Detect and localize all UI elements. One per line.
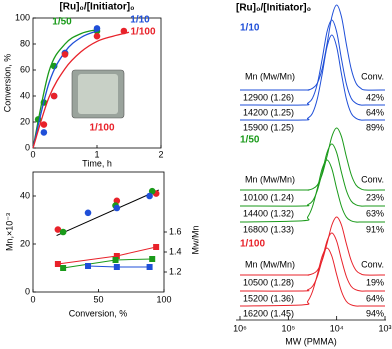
inset-label: 1/100 bbox=[89, 123, 114, 134]
point bbox=[59, 228, 67, 236]
y-tick-label: 20 bbox=[20, 238, 30, 248]
point bbox=[93, 25, 101, 32]
y-tick-label: 80 bbox=[20, 38, 30, 48]
table-cell: 15200 (1.36) bbox=[243, 293, 294, 303]
y-tick-label: 100 bbox=[15, 12, 30, 22]
series-label: 1/100 bbox=[130, 27, 155, 38]
table-cell: 64% bbox=[366, 107, 384, 117]
table-cell: 94% bbox=[366, 308, 384, 318]
gpc-trace bbox=[239, 143, 385, 207]
inset-photo bbox=[78, 74, 118, 114]
point bbox=[54, 226, 62, 233]
panel-label: 1/10 bbox=[240, 23, 260, 34]
x-tick-label: 2 bbox=[158, 149, 163, 159]
square-marker bbox=[113, 264, 120, 270]
gpc-trace bbox=[240, 4, 386, 91]
table-cell: 89% bbox=[366, 122, 384, 132]
y2-tick-label: 1.6 bbox=[169, 226, 182, 236]
square-marker bbox=[112, 257, 119, 263]
table-cell: 42% bbox=[366, 92, 384, 102]
y2-axis-label: Mw/Mn bbox=[190, 226, 200, 255]
point bbox=[113, 204, 121, 212]
point bbox=[93, 32, 101, 40]
point bbox=[84, 209, 92, 217]
column-header: Mn (Mw/Mn) bbox=[245, 174, 295, 184]
gpc-trace bbox=[239, 19, 385, 106]
y-axis-label: Conversion, % bbox=[2, 54, 12, 113]
column-header: Conv. bbox=[361, 259, 384, 269]
table-cell: 16200 (1.45) bbox=[243, 308, 294, 318]
x-tick-label: 50 bbox=[93, 294, 103, 304]
gpc-trace bbox=[239, 159, 385, 223]
gpc-trace bbox=[239, 216, 386, 276]
y2-tick-label: 1.2 bbox=[169, 266, 182, 276]
x-axis-label: Time, h bbox=[82, 158, 112, 168]
point bbox=[120, 27, 128, 35]
column-header: Conv. bbox=[361, 174, 384, 184]
table-cell: 64% bbox=[366, 293, 384, 303]
table-cell: 91% bbox=[366, 224, 384, 234]
y-tick-label: 20 bbox=[20, 116, 30, 126]
table-cell: 14200 (1.25) bbox=[243, 107, 294, 117]
series-label: 1/10 bbox=[130, 15, 150, 26]
point bbox=[50, 92, 58, 100]
column-header: Mn (Mw/Mn) bbox=[245, 71, 295, 81]
y-tick-label: 0 bbox=[25, 286, 30, 296]
x-tick-label: 0 bbox=[30, 294, 35, 304]
table-cell: 63% bbox=[366, 208, 384, 218]
x-tick-label: 100 bbox=[156, 294, 171, 304]
x-tick-label: 10⁵ bbox=[281, 323, 295, 333]
column-header: Conv. bbox=[361, 71, 384, 81]
x-tick-label: 10⁶ bbox=[233, 323, 247, 333]
panel-label: 1/50 bbox=[240, 135, 260, 146]
point bbox=[61, 51, 69, 58]
gpc-trace bbox=[239, 232, 385, 292]
gpc-trace bbox=[239, 34, 385, 121]
table-cell: 10500 (1.28) bbox=[243, 277, 294, 287]
point bbox=[146, 192, 153, 200]
y-tick-label: 60 bbox=[20, 64, 30, 74]
plot-frame bbox=[32, 171, 165, 293]
x-tick-label: 10⁴ bbox=[330, 323, 344, 333]
table-cell: 10100 (1.24) bbox=[243, 192, 294, 202]
fit-curve bbox=[32, 29, 98, 149]
x-tick-label: 10³ bbox=[378, 323, 391, 333]
table-cell: 23% bbox=[366, 192, 384, 202]
y-tick-label: 40 bbox=[20, 90, 30, 100]
x-tick-label: 0 bbox=[30, 149, 35, 159]
y2-tick-label: 1.4 bbox=[169, 246, 182, 256]
x-tick-label: 1 bbox=[94, 149, 99, 159]
x-axis-label: MW (PMMA) bbox=[285, 336, 337, 346]
y-tick-label: 40 bbox=[20, 190, 30, 200]
square-marker bbox=[146, 264, 153, 270]
fit-curve bbox=[32, 31, 130, 149]
gpc-trace bbox=[239, 127, 386, 191]
series-label: 1/50 bbox=[52, 17, 72, 28]
square-marker bbox=[85, 263, 92, 269]
square-marker bbox=[54, 261, 61, 267]
table-cell: 16800 (1.33) bbox=[243, 224, 294, 234]
column-header: Mn (Mw/Mn) bbox=[245, 259, 295, 269]
chart-title: [Ru]₀/[Initiator]₀ bbox=[59, 2, 134, 13]
table-cell: 12900 (1.26) bbox=[243, 92, 294, 102]
gpc-trace bbox=[239, 247, 385, 307]
x-axis-label: Conversion, % bbox=[69, 308, 128, 318]
y-tick-label: 0 bbox=[25, 142, 30, 152]
panel-heading: [Ru]₀/[Initiator]₀ bbox=[236, 3, 311, 14]
table-cell: 14400 (1.32) bbox=[243, 208, 294, 218]
table-cell: 19% bbox=[366, 277, 384, 287]
square-marker bbox=[60, 265, 67, 271]
panel-label: 1/100 bbox=[240, 239, 265, 250]
square-marker bbox=[113, 253, 120, 259]
trend-line bbox=[56, 189, 159, 237]
table-cell: 15900 (1.25) bbox=[243, 122, 294, 132]
y-axis-label: Mn,×10⁻³ bbox=[4, 213, 14, 251]
square-marker bbox=[149, 256, 156, 262]
point bbox=[40, 121, 48, 128]
square-marker bbox=[153, 244, 160, 250]
point bbox=[40, 129, 48, 136]
